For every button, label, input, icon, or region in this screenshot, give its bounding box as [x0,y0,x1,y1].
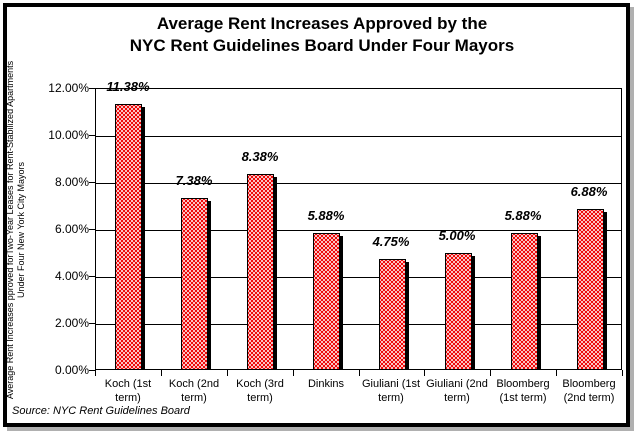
y-tick-label: 10.00% [48,128,89,142]
y-tick-label: 12.00% [48,81,89,95]
x-tick-mark [293,370,294,376]
x-tick-mark [161,370,162,376]
bar-koch-1st-term [115,104,142,369]
y-tick-label: 0.00% [54,363,89,377]
chart-title-line-1: Average Rent Increases Approved by the [156,14,488,33]
bar-value-label-dinkins: 5.88% [307,208,345,223]
x-tick-mark [227,370,228,376]
y-tick-label: 6.00% [54,222,89,236]
gridline [96,183,621,184]
x-tick-mark [424,370,425,376]
y-tick-label: 8.00% [54,175,89,189]
bar-value-label-koch-3rd-term: 8.38% [241,149,279,164]
x-tick-mark [622,370,623,376]
category-label-dinkins: Dinkins [307,378,345,390]
y-tick-label: 2.00% [54,316,89,330]
y-axis-title-line-1: Average Rent Increases pproved forTwo-Ye… [5,60,15,400]
x-tick-mark [359,370,360,376]
bar-value-label-giuliani-1st-term: 4.75% [372,234,410,249]
x-tick-mark [490,370,491,376]
bar-value-label-koch-2nd-term: 7.38% [175,173,213,188]
plot-area [95,88,622,370]
bar-value-label-koch-1st-term: 11.38% [106,79,150,94]
category-label-koch-1st-term: Koch (1st term) [104,378,152,404]
y-axis-title-line-2: Under Four New York City Mayors [16,161,26,299]
y-tick-mark [89,370,95,371]
bar-value-label-bloomberg-1st-term: 5.88% [504,208,542,223]
bar-value-label-giuliani-2nd-term: 5.00% [438,228,476,243]
bar-value-label-bloomberg-2nd-term: 6.88% [570,184,608,199]
y-tick-mark [89,229,95,230]
chart-title: Average Rent Increases Approved by the N… [27,13,617,57]
category-label-bloomberg-1st-term: Bloomberg (1st term) [496,378,550,404]
bar-giuliani-1st-term [379,259,406,369]
gridline [96,230,621,231]
x-tick-mark [556,370,557,376]
category-label-giuliani-1st-term: Giuliani (1st term) [361,378,421,404]
category-label-koch-2nd-term: Koch (2nd term) [168,378,220,404]
y-tick-mark [89,88,95,89]
y-tick-label: 4.00% [54,269,89,283]
bar-bloomberg-2nd-term [577,209,604,369]
source-note: Source: NYC Rent Guidelines Board [12,405,190,417]
y-axis-title: Average Rent Increases pproved forTwo-Ye… [5,55,29,405]
category-label-koch-3rd-term: Koch (3rd term) [236,378,284,404]
gridline [96,136,621,137]
x-tick-mark [95,370,96,376]
category-label-bloomberg-2nd-term: Bloomberg (2nd term) [562,378,616,404]
chart-figure: Average Rent Increases Approved by the N… [3,3,630,427]
gridline [96,324,621,325]
gridline [96,277,621,278]
category-label-giuliani-2nd-term: Giuliani (2nd term) [426,378,488,404]
bar-bloomberg-1st-term [511,233,538,369]
y-tick-mark [89,135,95,136]
chart-title-line-2: NYC Rent Guidelines Board Under Four May… [129,36,515,55]
y-tick-mark [89,323,95,324]
y-tick-mark [89,276,95,277]
bar-dinkins [313,233,340,369]
bar-koch-2nd-term [181,198,208,369]
bar-koch-3rd-term [247,174,274,369]
bar-giuliani-2nd-term [445,253,472,369]
y-tick-mark [89,182,95,183]
